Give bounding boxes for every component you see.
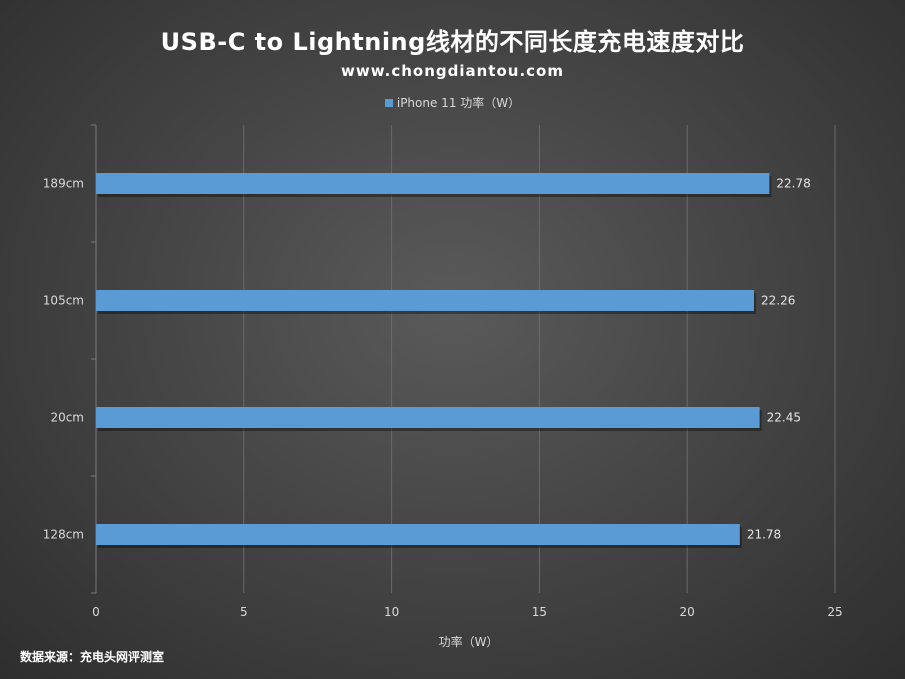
x-tick-label: 25 [827, 605, 842, 619]
x-tick-label: 5 [240, 605, 248, 619]
x-tick-label: 15 [532, 605, 547, 619]
y-tick-label: 105cm [43, 294, 84, 308]
y-tick-label: 128cm [43, 528, 84, 542]
chart-subtitle: www.chongdiantou.com [341, 62, 564, 80]
data-source: 数据来源：充电头网评测室 [20, 650, 165, 664]
data-label: 22.26 [761, 294, 795, 308]
legend-swatch [384, 99, 393, 107]
x-tick-label: 0 [92, 605, 100, 619]
chart-title: USB-C to Lightning线材的不同长度充电速度对比 [160, 28, 745, 56]
data-label: 22.45 [767, 411, 801, 425]
bar [96, 524, 740, 545]
bar [96, 290, 755, 311]
bar [96, 407, 760, 428]
data-label: 22.78 [776, 177, 810, 191]
bar [96, 173, 770, 194]
y-tick-label: 189cm [43, 177, 84, 191]
legend-label: iPhone 11 功率（W） [396, 96, 521, 110]
x-tick-label: 20 [680, 605, 695, 619]
x-tick-label: 10 [384, 605, 399, 619]
legend: iPhone 11 功率（W） [0, 94, 905, 111]
data-label: 21.78 [747, 528, 781, 542]
y-tick-label: 20cm [50, 411, 84, 425]
x-axis-title: 功率（W） [439, 634, 499, 649]
